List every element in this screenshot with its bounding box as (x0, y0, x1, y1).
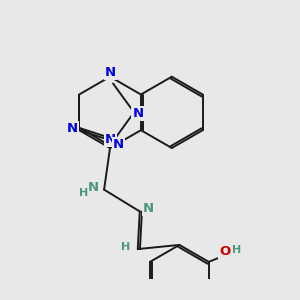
Text: H: H (232, 245, 241, 255)
Text: N: N (105, 133, 116, 146)
Text: H: H (79, 188, 88, 198)
Text: N: N (113, 138, 124, 151)
Text: N: N (66, 122, 78, 135)
Text: N: N (105, 66, 116, 79)
Text: N: N (87, 181, 98, 194)
Text: H: H (121, 242, 130, 252)
Text: N: N (143, 202, 154, 215)
Text: O: O (219, 245, 230, 258)
Text: N: N (132, 106, 143, 120)
